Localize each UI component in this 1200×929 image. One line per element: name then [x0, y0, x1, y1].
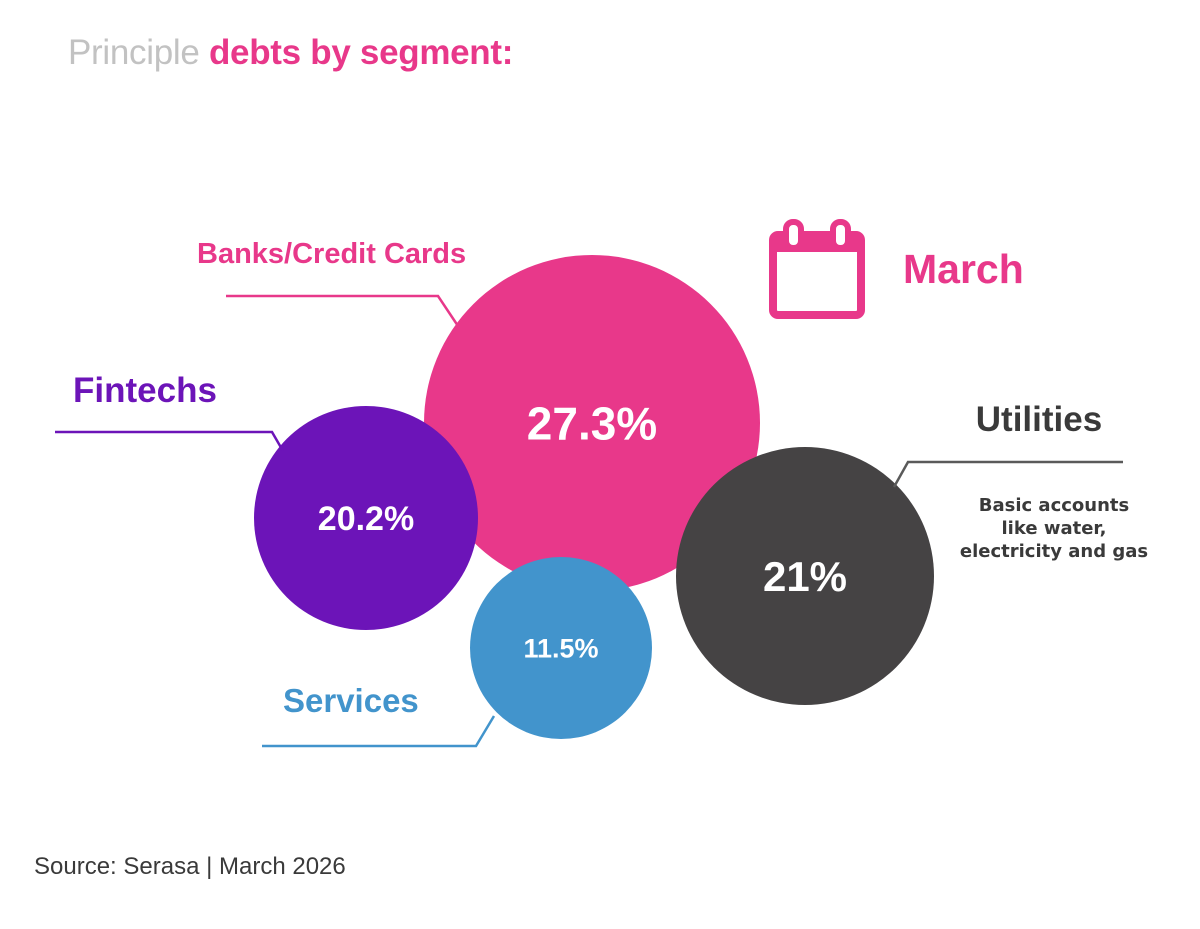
leader-line-services [262, 715, 496, 748]
bubble-utilities [676, 447, 934, 705]
series-label-fintechs: Fintechs [73, 371, 217, 410]
leader-line-banks-credit-cards [226, 294, 460, 327]
source-note: Source: Serasa | March 2026 [34, 853, 346, 880]
leader-line-utilities [892, 460, 1123, 488]
series-label-utilities: Utilities [976, 400, 1102, 439]
bubble-fintechs [254, 406, 478, 630]
leader-line-fintechs [55, 430, 285, 452]
bubble-services [470, 557, 652, 739]
series-note-utilities: Basic accounts like water, electricity and… [960, 495, 1148, 562]
period-label: March [903, 246, 1024, 292]
value-label-banks-credit-cards: 27.3% [527, 398, 657, 450]
series-label-services: Services [283, 682, 419, 719]
chart-title-light: Principle [68, 33, 200, 72]
series-label-banks-credit-cards: Banks/Credit Cards [197, 238, 466, 270]
value-label-utilities: 21% [763, 553, 847, 600]
calendar-icon [769, 219, 865, 319]
bubbles: 27.3% Banks/Credit Cards 20.2% Fintechs 11.5… [55, 238, 1148, 748]
period-marker: March [769, 219, 1024, 319]
value-label-fintechs: 20.2% [318, 500, 414, 538]
chart-title-strong: debts by segment: [208, 33, 514, 72]
value-label-services: 11.5% [523, 634, 598, 664]
chart-title: Principle debts by segment: [68, 30, 513, 76]
bubble-banks-credit-cards [424, 255, 760, 591]
